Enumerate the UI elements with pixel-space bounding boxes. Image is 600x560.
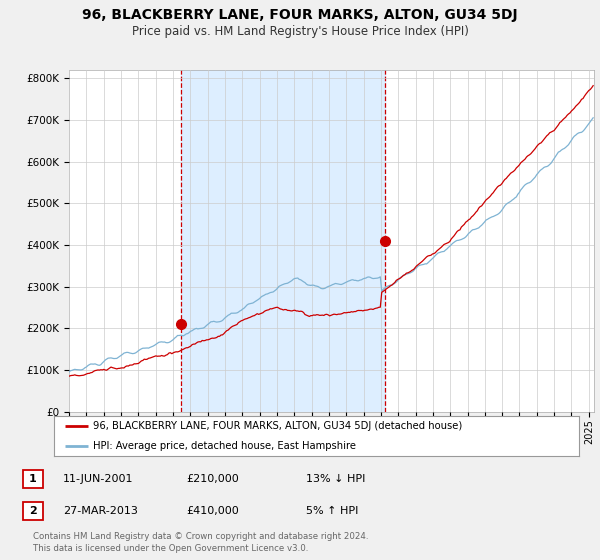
Text: £410,000: £410,000 — [186, 506, 239, 516]
Text: 27-MAR-2013: 27-MAR-2013 — [63, 506, 138, 516]
Text: 2: 2 — [29, 506, 37, 516]
Text: 96, BLACKBERRY LANE, FOUR MARKS, ALTON, GU34 5DJ (detached house): 96, BLACKBERRY LANE, FOUR MARKS, ALTON, … — [94, 421, 463, 431]
Text: 1: 1 — [29, 474, 37, 484]
Text: Price paid vs. HM Land Registry's House Price Index (HPI): Price paid vs. HM Land Registry's House … — [131, 25, 469, 38]
Text: £210,000: £210,000 — [186, 474, 239, 484]
Text: Contains HM Land Registry data © Crown copyright and database right 2024.
This d: Contains HM Land Registry data © Crown c… — [33, 532, 368, 553]
Text: HPI: Average price, detached house, East Hampshire: HPI: Average price, detached house, East… — [94, 441, 356, 451]
Text: 5% ↑ HPI: 5% ↑ HPI — [306, 506, 358, 516]
Bar — [181, 70, 385, 412]
Text: 13% ↓ HPI: 13% ↓ HPI — [306, 474, 365, 484]
Text: 96, BLACKBERRY LANE, FOUR MARKS, ALTON, GU34 5DJ: 96, BLACKBERRY LANE, FOUR MARKS, ALTON, … — [82, 8, 518, 22]
Text: 11-JUN-2001: 11-JUN-2001 — [63, 474, 133, 484]
